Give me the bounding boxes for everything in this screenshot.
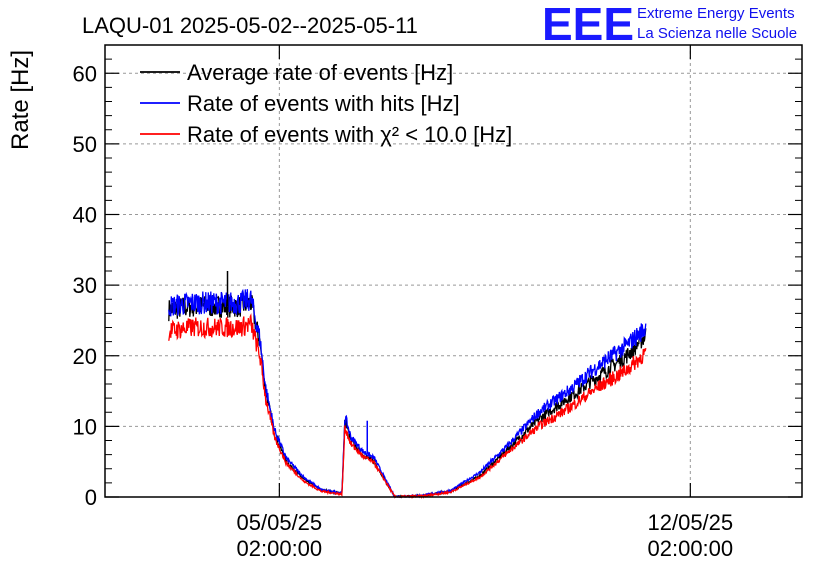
legend-entry-2: Rate of events with χ² < 10.0 [Hz]	[187, 122, 512, 147]
series-line-2	[168, 312, 647, 500]
x-tick-time: 02:00:00	[237, 536, 323, 561]
x-tick-date: 05/05/25	[237, 510, 323, 535]
y-tick-label: 60	[73, 61, 97, 86]
series-layer	[168, 271, 647, 500]
y-tick-label: 10	[73, 414, 97, 439]
y-tick-label: 0	[85, 485, 97, 510]
chart-title: LAQU-01 2025-05-02--2025-05-11	[82, 13, 418, 38]
legend-entry-0: Average rate of events [Hz]	[187, 60, 453, 85]
x-tick-time: 02:00:00	[648, 536, 734, 561]
axes: 010203040506005/05/2502:00:0012/05/2502:…	[73, 44, 802, 561]
legend: Average rate of events [Hz] Rate of event…	[140, 60, 512, 147]
logo-line-2: La Scienza nelle Scuole	[637, 25, 797, 42]
y-tick-label: 50	[73, 132, 97, 157]
grid-lines	[105, 45, 802, 497]
y-tick-label: 40	[73, 203, 97, 228]
y-tick-label: 20	[73, 344, 97, 369]
y-axis-label: Rate [Hz]	[7, 50, 34, 150]
legend-entry-1: Rate of events with hits [Hz]	[187, 91, 460, 116]
logo-mark: EEE	[542, 0, 634, 50]
x-tick-date: 12/05/25	[648, 510, 734, 535]
eee-logo: EEE Extreme Energy Events La Scienza nel…	[542, 0, 797, 50]
logo-line-1: Extreme Energy Events	[637, 5, 795, 22]
y-tick-label: 30	[73, 273, 97, 298]
